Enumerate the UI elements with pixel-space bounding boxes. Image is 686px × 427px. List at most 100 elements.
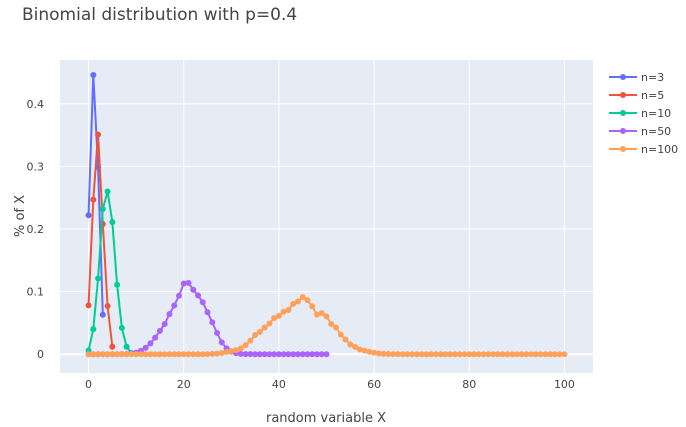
data-point: [195, 292, 202, 299]
data-point: [432, 351, 439, 358]
data-point: [242, 342, 249, 349]
data-point: [199, 299, 206, 306]
data-point: [328, 321, 335, 328]
data-point: [109, 219, 116, 226]
data-point: [204, 309, 211, 316]
data-point: [518, 351, 525, 358]
data-point: [285, 351, 292, 358]
series-layer: [85, 72, 568, 358]
data-point: [356, 346, 363, 353]
data-point: [99, 351, 106, 358]
data-point: [85, 302, 92, 309]
data-point: [152, 351, 159, 358]
x-tick-label: 40: [272, 378, 286, 391]
data-point: [152, 334, 159, 341]
data-point: [90, 196, 97, 203]
data-point: [537, 351, 544, 358]
data-point: [190, 286, 197, 293]
data-point: [156, 351, 163, 358]
legend: n=3 n=5 n=10 n=50 n=100: [609, 71, 678, 156]
data-point: [380, 350, 387, 357]
data-point: [323, 351, 330, 358]
data-point: [104, 188, 111, 195]
data-point: [318, 310, 325, 317]
plot-area: [60, 60, 593, 373]
data-point: [252, 351, 259, 358]
data-point: [423, 351, 430, 358]
data-point: [247, 351, 254, 358]
data-point: [95, 131, 102, 138]
data-point: [185, 351, 192, 358]
legend-label: n=3: [641, 71, 664, 84]
legend-label: n=10: [641, 107, 671, 120]
data-point: [280, 308, 287, 315]
data-point: [271, 315, 278, 322]
series-n=100: [85, 294, 568, 358]
data-point: [294, 351, 301, 358]
data-point: [442, 351, 449, 358]
data-point: [199, 351, 206, 358]
data-point: [294, 298, 301, 305]
data-point: [237, 350, 244, 357]
legend-item[interactable]: n=5: [609, 89, 664, 102]
data-point: [385, 351, 392, 358]
data-point: [161, 321, 168, 328]
data-point: [85, 212, 92, 219]
data-point: [209, 350, 216, 357]
legend-item[interactable]: n=100: [609, 143, 678, 156]
data-point: [299, 294, 306, 301]
data-point: [261, 324, 268, 331]
data-point: [90, 351, 97, 358]
data-point: [114, 281, 121, 288]
data-point: [228, 347, 235, 354]
data-point: [247, 337, 254, 344]
data-point: [313, 351, 320, 358]
data-point: [156, 327, 163, 334]
data-point: [290, 351, 297, 358]
data-point: [399, 351, 406, 358]
data-point: [466, 351, 473, 358]
data-point: [256, 351, 263, 358]
data-point: [471, 351, 478, 358]
data-point: [480, 351, 487, 358]
series-line: [87, 134, 114, 347]
data-point: [475, 351, 482, 358]
data-point: [118, 351, 125, 358]
data-point: [285, 307, 292, 314]
data-point: [447, 351, 454, 358]
data-point: [347, 341, 354, 348]
data-point: [171, 302, 178, 309]
data-point: [209, 319, 216, 326]
x-axis-ticks: 0 20 40 60 80 100: [85, 378, 575, 391]
data-point: [123, 351, 130, 358]
data-point: [190, 351, 197, 358]
data-point: [166, 351, 173, 358]
data-point: [404, 351, 411, 358]
data-point: [409, 351, 416, 358]
legend-swatch-marker: [620, 92, 626, 98]
legend-item[interactable]: n=50: [609, 125, 671, 138]
data-point: [352, 343, 359, 350]
data-point: [123, 343, 130, 350]
data-point: [342, 336, 349, 343]
data-point: [299, 351, 306, 358]
data-point: [214, 350, 221, 357]
data-point: [551, 351, 558, 358]
legend-item[interactable]: n=10: [609, 107, 671, 120]
data-point: [85, 351, 92, 358]
data-point: [275, 312, 282, 319]
data-point: [104, 351, 111, 358]
data-point: [275, 351, 282, 358]
data-point: [523, 351, 530, 358]
data-point: [175, 351, 182, 358]
data-point: [509, 351, 516, 358]
series-n=5: [85, 131, 116, 350]
data-point: [166, 311, 173, 318]
data-point: [214, 329, 221, 336]
y-axis-label: % of X: [13, 195, 28, 237]
data-point: [104, 303, 111, 310]
legend-item[interactable]: n=3: [609, 71, 664, 84]
data-point: [233, 346, 240, 353]
x-tick-label: 0: [85, 378, 92, 391]
